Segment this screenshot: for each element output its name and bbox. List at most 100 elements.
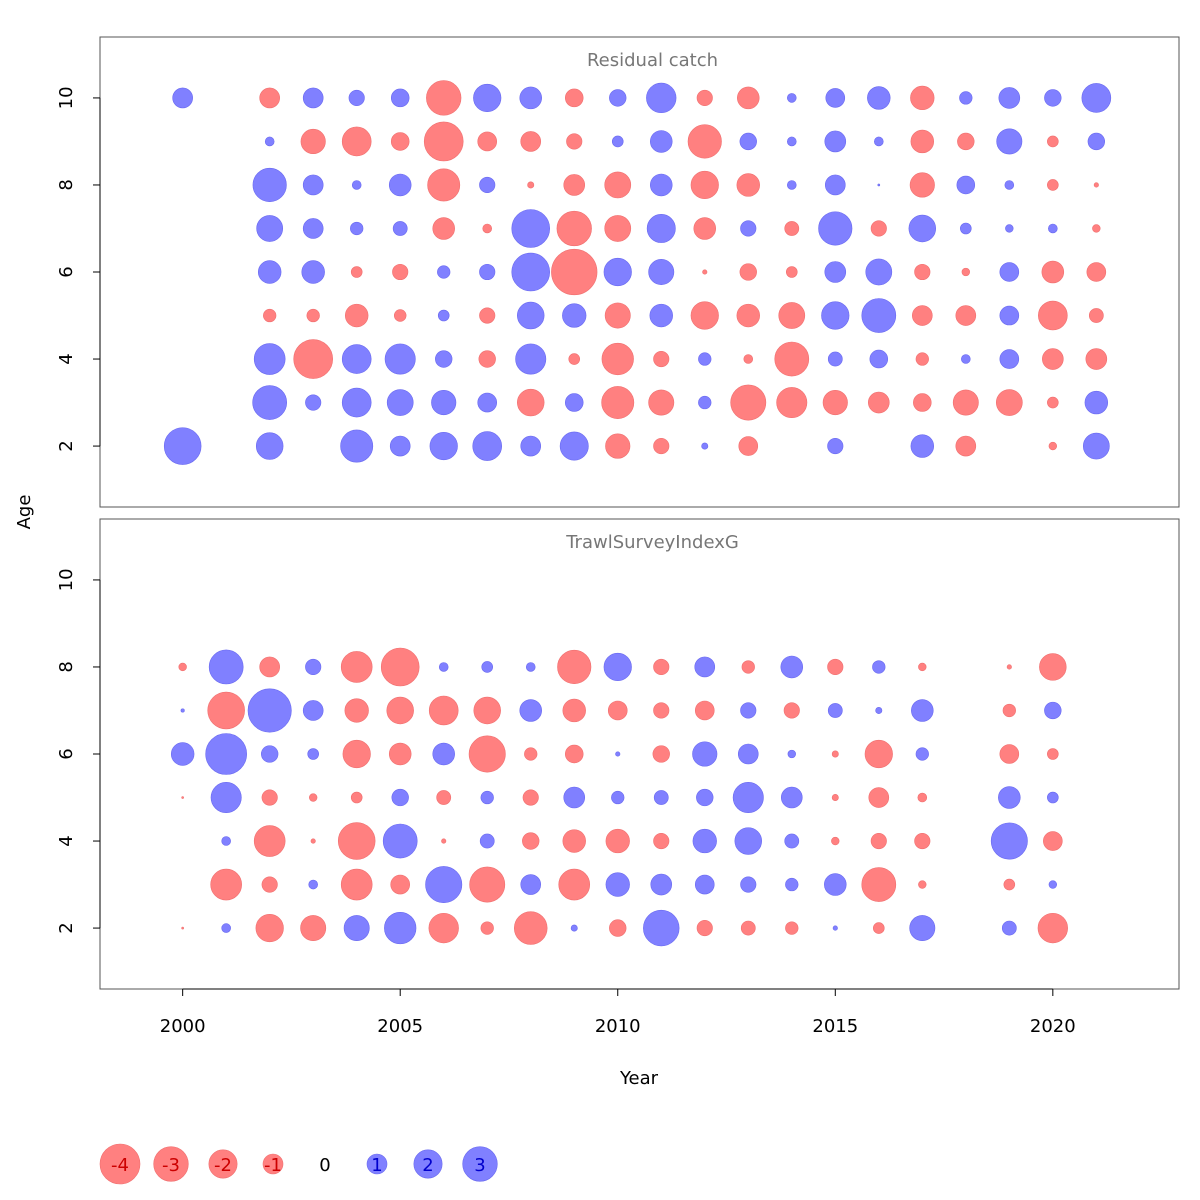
bubble	[351, 180, 362, 190]
bubble	[172, 87, 193, 109]
bubble	[386, 696, 414, 725]
bubble	[653, 702, 670, 719]
bubble	[426, 80, 462, 116]
bubble	[701, 442, 709, 450]
bubble	[472, 431, 503, 461]
legend-label: -1	[264, 1155, 282, 1176]
y-tick-label: 6	[56, 748, 77, 759]
bubble	[181, 796, 184, 799]
bubble	[956, 175, 976, 195]
bubble	[527, 181, 535, 189]
bubble	[1093, 182, 1099, 188]
bubble	[609, 919, 627, 937]
bubble	[480, 921, 494, 935]
bubble	[180, 708, 185, 713]
bubble	[253, 343, 286, 375]
bubble	[482, 223, 492, 234]
bubble	[522, 789, 539, 806]
y-tick-label: 4	[56, 835, 77, 846]
bubble	[210, 782, 242, 813]
bubble	[611, 135, 624, 148]
bubble	[615, 751, 621, 757]
bubbles	[170, 647, 1068, 947]
bubble	[293, 339, 333, 379]
legend-label: 2	[422, 1155, 433, 1176]
bubble	[392, 221, 408, 236]
bubble	[479, 833, 495, 849]
bubble	[252, 167, 287, 202]
bubble	[603, 652, 632, 682]
bubble	[340, 429, 374, 463]
bubble	[393, 309, 407, 322]
bubble	[1081, 83, 1112, 113]
bubble	[786, 266, 798, 278]
bubble	[519, 86, 542, 110]
bubble	[825, 88, 846, 108]
bubble	[525, 662, 536, 672]
bubble	[653, 438, 670, 455]
bubble	[915, 747, 929, 761]
bubble	[1047, 135, 1059, 148]
bubble	[261, 789, 278, 806]
bubble	[1004, 180, 1015, 190]
bubble	[603, 257, 632, 287]
bubble	[1002, 703, 1016, 718]
legend-label: 3	[474, 1155, 485, 1176]
bubble	[428, 912, 459, 944]
bubble	[563, 174, 586, 196]
panel-title: Residual catch	[587, 50, 718, 71]
bubble	[653, 790, 669, 805]
bubble	[1005, 224, 1014, 233]
bubble	[872, 660, 886, 674]
bubble	[649, 173, 673, 197]
bubble	[917, 792, 928, 803]
bubble	[915, 352, 929, 366]
legend-item: -2	[208, 1149, 238, 1179]
bubble	[653, 832, 670, 850]
bubble	[787, 136, 797, 147]
bubble	[305, 658, 322, 676]
bubble	[873, 922, 885, 934]
bubble	[952, 389, 979, 416]
bubble	[1044, 89, 1062, 107]
bubble	[646, 214, 676, 243]
x-axis: 2000 2005 2010 2015 2020	[160, 988, 1076, 1037]
y-tick-label: 2	[56, 440, 77, 451]
bubble	[562, 303, 587, 328]
bubble	[253, 825, 286, 857]
bubble	[787, 93, 797, 103]
bubble	[694, 874, 715, 895]
bubble	[392, 263, 409, 281]
legend-item: 1	[366, 1153, 388, 1176]
bubble	[473, 83, 502, 113]
bubble	[996, 128, 1023, 155]
bubble	[511, 209, 551, 248]
bubble	[831, 836, 840, 846]
bubble	[564, 88, 584, 108]
bubble	[868, 787, 890, 808]
bubble	[469, 866, 506, 903]
bubble	[649, 303, 673, 328]
y-axis: 2 4 6 8 10	[56, 86, 101, 452]
y-axis-title: Age	[14, 495, 35, 530]
bubble	[477, 392, 498, 413]
bubble	[824, 873, 847, 896]
bubble	[643, 909, 680, 947]
bubble	[740, 220, 757, 237]
bubble	[960, 222, 972, 235]
bubble	[784, 833, 800, 849]
bubble	[423, 121, 464, 162]
bubble	[1087, 132, 1106, 151]
bubble	[734, 827, 762, 855]
size-legend: -4 -3 -2 -1 0 1 2 3	[99, 1143, 498, 1185]
bubble	[432, 217, 455, 240]
bubble	[821, 301, 850, 330]
bubble	[696, 920, 713, 937]
legend-bubble	[262, 1153, 284, 1175]
bubble	[646, 82, 677, 114]
bubble	[785, 921, 799, 935]
bubble	[999, 305, 1020, 326]
bubble	[341, 126, 372, 157]
bubble	[300, 915, 327, 942]
bubble	[568, 353, 581, 365]
